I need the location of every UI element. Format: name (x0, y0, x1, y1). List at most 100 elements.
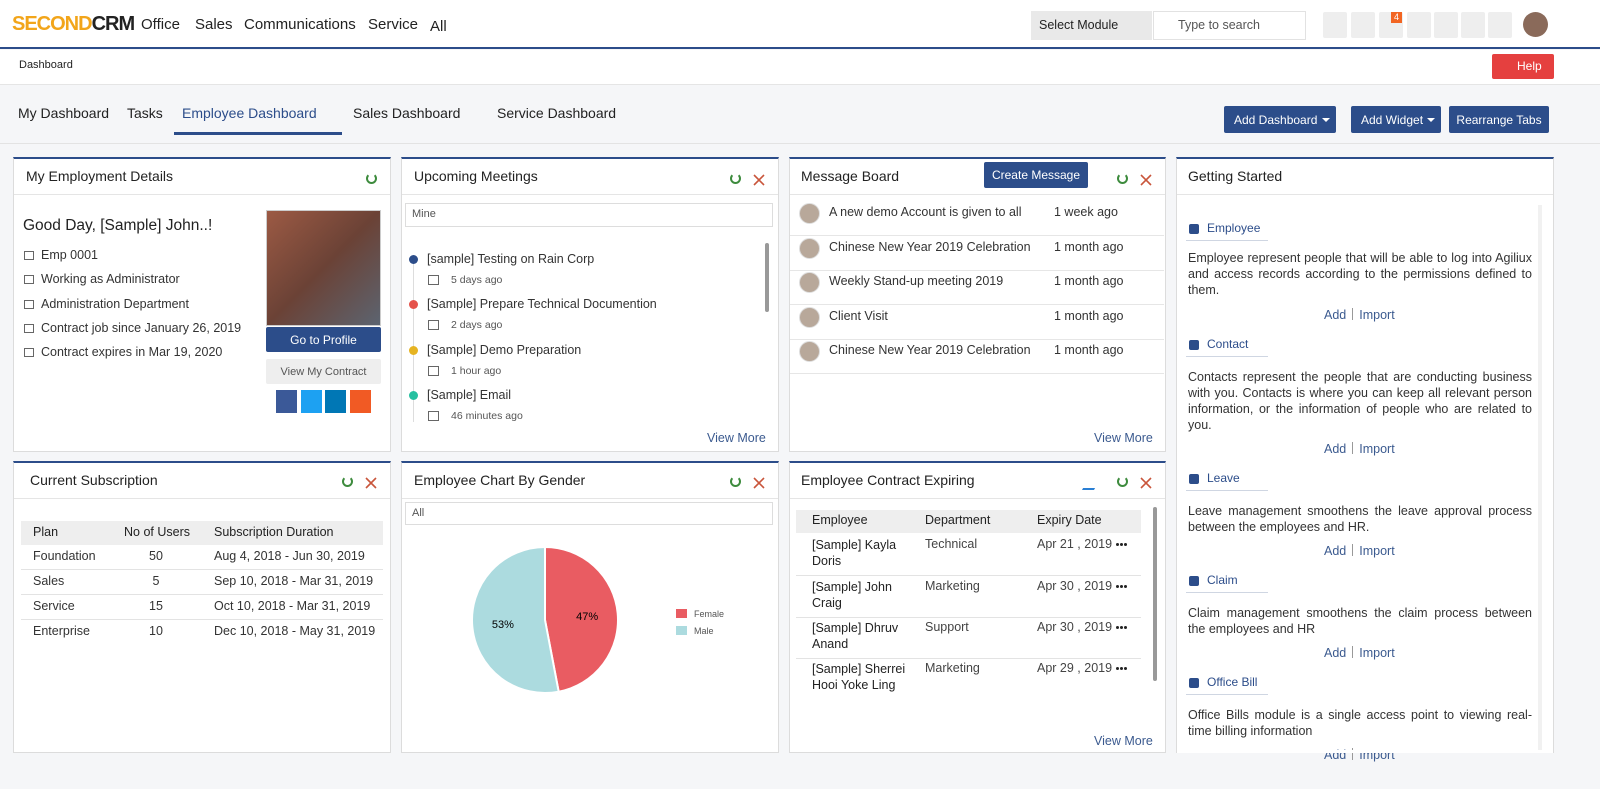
refresh-icon[interactable] (1117, 173, 1128, 184)
toolbar-icon[interactable] (1434, 12, 1458, 38)
widget (13, 461, 391, 753)
refresh-icon[interactable] (730, 476, 741, 487)
refresh-icon[interactable] (730, 173, 741, 184)
search-box[interactable] (1153, 11, 1306, 40)
meeting-title[interactable]: [sample] Testing on Rain Corp (427, 252, 595, 267)
tab[interactable]: My Dashboard (18, 105, 110, 122)
section-actions: Add Import (1324, 442, 1395, 456)
filter-value: All (412, 506, 425, 519)
message-text[interactable]: Chinese New Year 2019 Celebration (829, 240, 1031, 255)
close-glyph (753, 174, 765, 186)
chart-filter[interactable] (405, 502, 773, 525)
menu-item[interactable]: Communications (244, 15, 356, 33)
view-more[interactable]: View More (707, 431, 766, 446)
timeline-dot (409, 255, 418, 264)
more-dot[interactable] (1116, 543, 1119, 546)
message-time: 1 month ago (1054, 343, 1124, 358)
toolbar-icon[interactable] (1351, 12, 1375, 38)
action-button[interactable]: Add Widget (1351, 106, 1441, 133)
create-message-button[interactable]: Create Message (984, 162, 1088, 188)
close-glyph (365, 477, 377, 489)
message-text[interactable]: Client Visit (829, 309, 888, 324)
profile-button[interactable]: Go to Profile (266, 327, 381, 352)
more-dot[interactable] (1116, 585, 1119, 588)
menu-item[interactable]: All (430, 17, 447, 35)
action-button[interactable]: Rearrange Tabs (1449, 106, 1549, 133)
section-name: Claim (1207, 573, 1238, 588)
action-link[interactable]: Add (1324, 308, 1347, 322)
tab[interactable]: Service Dashboard (497, 105, 617, 122)
column-header: Employee (812, 513, 868, 528)
action-link[interactable]: Add (1324, 646, 1347, 660)
section-name: Leave (1207, 471, 1240, 486)
table-header (21, 521, 383, 545)
tab[interactable]: Employee Dashboard (182, 105, 317, 122)
cell: Foundation (33, 549, 96, 564)
section-actions: Add Import (1324, 544, 1395, 558)
detail: Administration Department (41, 297, 189, 312)
toolbar-icon[interactable] (1488, 12, 1512, 38)
tab[interactable]: Sales Dashboard (353, 105, 461, 122)
more-dot[interactable] (1116, 626, 1119, 629)
close-icon[interactable] (753, 173, 765, 186)
row-line (796, 658, 1141, 659)
meeting-title[interactable]: [Sample] Prepare Technical Documention (427, 297, 657, 312)
refresh-icon[interactable] (342, 476, 353, 487)
action-button[interactable]: Add Dashboard (1224, 106, 1336, 133)
message-text[interactable]: Weekly Stand-up meeting 2019 (829, 274, 1004, 289)
tab[interactable]: Tasks (127, 105, 163, 122)
toolbar-icon[interactable] (1407, 12, 1431, 38)
action-link[interactable]: Import (1359, 308, 1395, 322)
message-row-line (790, 235, 1164, 236)
cell: Apr 30 , 2019 (1037, 620, 1113, 635)
contract-button[interactable]: View My Contract (266, 359, 381, 384)
legend-swatch (676, 626, 687, 635)
close-glyph (753, 477, 765, 489)
action-link[interactable]: Import (1359, 442, 1395, 456)
close-icon[interactable] (753, 476, 765, 489)
cell: Enterprise (33, 624, 90, 639)
section-actions: Add Import (1324, 646, 1395, 660)
action-link[interactable]: Import (1359, 544, 1395, 558)
tab-bar-border (0, 143, 1600, 144)
meeting-title[interactable]: [Sample] Demo Preparation (427, 343, 582, 358)
section-icon (1189, 474, 1199, 484)
action-link[interactable]: Import (1359, 646, 1395, 660)
message-text[interactable]: Chinese New Year 2019 Celebration (829, 343, 1031, 358)
close-icon[interactable] (365, 476, 377, 489)
menu-item[interactable]: Service (368, 15, 419, 33)
view-more[interactable]: View More (1094, 431, 1153, 446)
message-text[interactable]: A new demo Account is given to all (829, 205, 1022, 220)
social-button[interactable] (276, 390, 297, 413)
getting-started-divider (1177, 196, 1553, 197)
action-link[interactable]: Add (1324, 544, 1347, 558)
action-link[interactable]: Add (1324, 442, 1347, 456)
meetings-filter[interactable] (405, 203, 773, 227)
more-dot[interactable] (1116, 667, 1119, 670)
message-row-line (790, 270, 1164, 271)
toolbar-icon[interactable] (1461, 12, 1485, 38)
breadcrumb-bar (0, 50, 1600, 85)
module-select[interactable] (1031, 11, 1152, 40)
refresh-icon[interactable] (1117, 476, 1128, 487)
close-icon[interactable] (1140, 476, 1152, 489)
legend-swatch (676, 609, 687, 618)
social-button[interactable] (325, 390, 346, 413)
close-icon[interactable] (1140, 173, 1152, 186)
toolbar-icon[interactable] (1323, 12, 1347, 38)
menu-item[interactable]: Office (141, 15, 180, 33)
meeting-title[interactable]: [Sample] Email (427, 388, 512, 403)
social-button[interactable] (349, 390, 371, 413)
user-avatar[interactable] (1523, 12, 1548, 37)
social-button[interactable] (300, 390, 322, 413)
pie-slice (544, 545, 619, 693)
refresh-icon[interactable] (366, 173, 377, 184)
section-icon (1189, 678, 1199, 688)
column-header: Subscription Duration (214, 525, 334, 540)
menu-item[interactable]: Sales (195, 15, 233, 33)
help-button[interactable] (1492, 54, 1554, 79)
view-more[interactable]: View More (1094, 734, 1153, 749)
help-label[interactable]: Help (1517, 59, 1542, 74)
detail-icon (24, 324, 34, 333)
column-header: Department (925, 513, 991, 528)
